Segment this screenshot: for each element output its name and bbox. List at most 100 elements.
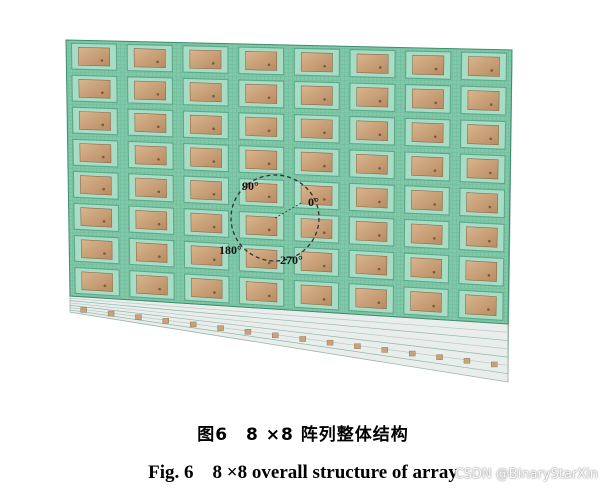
radiating-patch <box>135 177 167 198</box>
rotation-dashed-circle <box>230 174 320 262</box>
feed-connector <box>381 347 389 353</box>
patch-feed-point <box>156 60 159 64</box>
radiating-patch <box>355 187 388 209</box>
radiating-patch <box>80 239 113 260</box>
patch-feed-point <box>322 231 326 235</box>
radiating-patch <box>356 120 389 142</box>
radiating-patch <box>465 294 497 317</box>
board-layer-line <box>69 297 509 333</box>
feed-connector <box>272 332 279 339</box>
patch-feed-point <box>490 69 493 72</box>
radiating-patch <box>135 210 168 231</box>
radiating-patch <box>466 158 499 180</box>
feed-connector <box>463 358 471 364</box>
radiating-patch <box>191 277 223 299</box>
patch-feed-point <box>489 137 493 141</box>
patch-feed-point <box>213 291 216 294</box>
patch-feed-point <box>267 294 271 298</box>
radiating-patch <box>356 87 389 108</box>
patch-feed-point <box>322 298 326 301</box>
feed-connector <box>299 336 306 342</box>
radiating-patch <box>300 251 333 273</box>
patch-feed-point <box>267 162 271 166</box>
patch-feed-point <box>433 237 436 240</box>
feed-connector <box>107 310 115 317</box>
patch-feed-point <box>433 169 437 172</box>
feed-connector <box>189 321 197 328</box>
patch-feed-point <box>378 133 382 137</box>
radiating-patch <box>355 254 388 276</box>
rotation-axis-line <box>274 201 304 219</box>
patch-feed-point <box>433 203 436 206</box>
watermark: CSDN @BinaryStarXin <box>454 467 598 482</box>
patch-feed-point <box>156 93 160 96</box>
radiating-patch <box>411 88 444 110</box>
patch-feed-point <box>157 190 161 194</box>
patch-feed-point <box>157 158 160 161</box>
feed-connector <box>326 339 334 346</box>
patch-feed-point <box>267 261 271 265</box>
patch-feed-point <box>213 258 216 262</box>
feed-connector <box>436 354 443 360</box>
radiating-patch <box>134 112 167 133</box>
feed-connector <box>408 350 416 357</box>
patch-feed-point <box>212 193 216 196</box>
radiating-patch <box>245 83 278 104</box>
radiating-patch <box>189 114 222 135</box>
patch-feed-point <box>100 59 104 62</box>
board-layer-line <box>69 307 509 366</box>
radiating-patch <box>190 212 223 234</box>
radiating-patch <box>245 149 278 171</box>
radiating-patch <box>245 281 278 303</box>
radiating-patch <box>134 80 167 101</box>
feed-connector <box>491 361 498 368</box>
radiating-patch <box>245 248 278 270</box>
patch-feed-point <box>212 160 216 163</box>
board-layer-line <box>69 309 509 375</box>
patch-feed-point <box>103 284 107 288</box>
radiating-patch <box>189 49 222 70</box>
patch-feed-point <box>267 96 271 100</box>
patch-feed-point <box>101 123 105 127</box>
radiating-patch <box>411 156 444 177</box>
next-page-text-fragment <box>0 488 606 500</box>
figure-caption-chinese: 图6 8 ×8 阵列整体结构 <box>197 425 409 445</box>
board-layer-line <box>69 302 509 350</box>
radiating-patch <box>135 242 168 263</box>
patch-feed-point <box>267 195 271 199</box>
radiating-patch <box>411 122 444 144</box>
patch-feed-point <box>101 155 105 159</box>
patch-feed-point <box>102 187 105 191</box>
feed-connector <box>80 307 87 313</box>
radiating-patch <box>465 260 498 282</box>
patch-feed-point <box>432 304 435 308</box>
radiating-patch <box>80 207 113 228</box>
radiating-patch <box>300 151 333 173</box>
rotation-circle <box>230 174 320 262</box>
radiating-patch <box>300 218 333 240</box>
radiating-patch <box>189 82 222 103</box>
patch-feed-point <box>489 103 493 106</box>
radiating-patch <box>78 79 111 99</box>
radiating-patch <box>467 56 500 77</box>
patch-feed-point <box>267 63 271 67</box>
radiating-patch <box>78 46 111 67</box>
radiating-patch <box>136 274 168 296</box>
patch-feed-point <box>434 67 438 71</box>
board-layer-line <box>69 304 509 358</box>
radiating-patch <box>356 53 389 74</box>
radiating-patch <box>79 175 112 196</box>
radiating-patch <box>355 287 387 310</box>
array-grid <box>65 39 513 383</box>
figure-caption-english: Fig. 6 8 ×8 overall structure of array <box>148 462 458 483</box>
patch-feed-point <box>377 234 381 237</box>
radiating-patch <box>134 145 167 166</box>
radiating-patch <box>81 271 113 292</box>
radiating-patch <box>410 223 443 245</box>
patch-feed-point <box>101 91 104 94</box>
patch-feed-point <box>488 171 492 175</box>
radiating-patch <box>190 147 222 168</box>
patch-feed-point <box>488 239 491 243</box>
patch-feed-point <box>434 135 437 139</box>
